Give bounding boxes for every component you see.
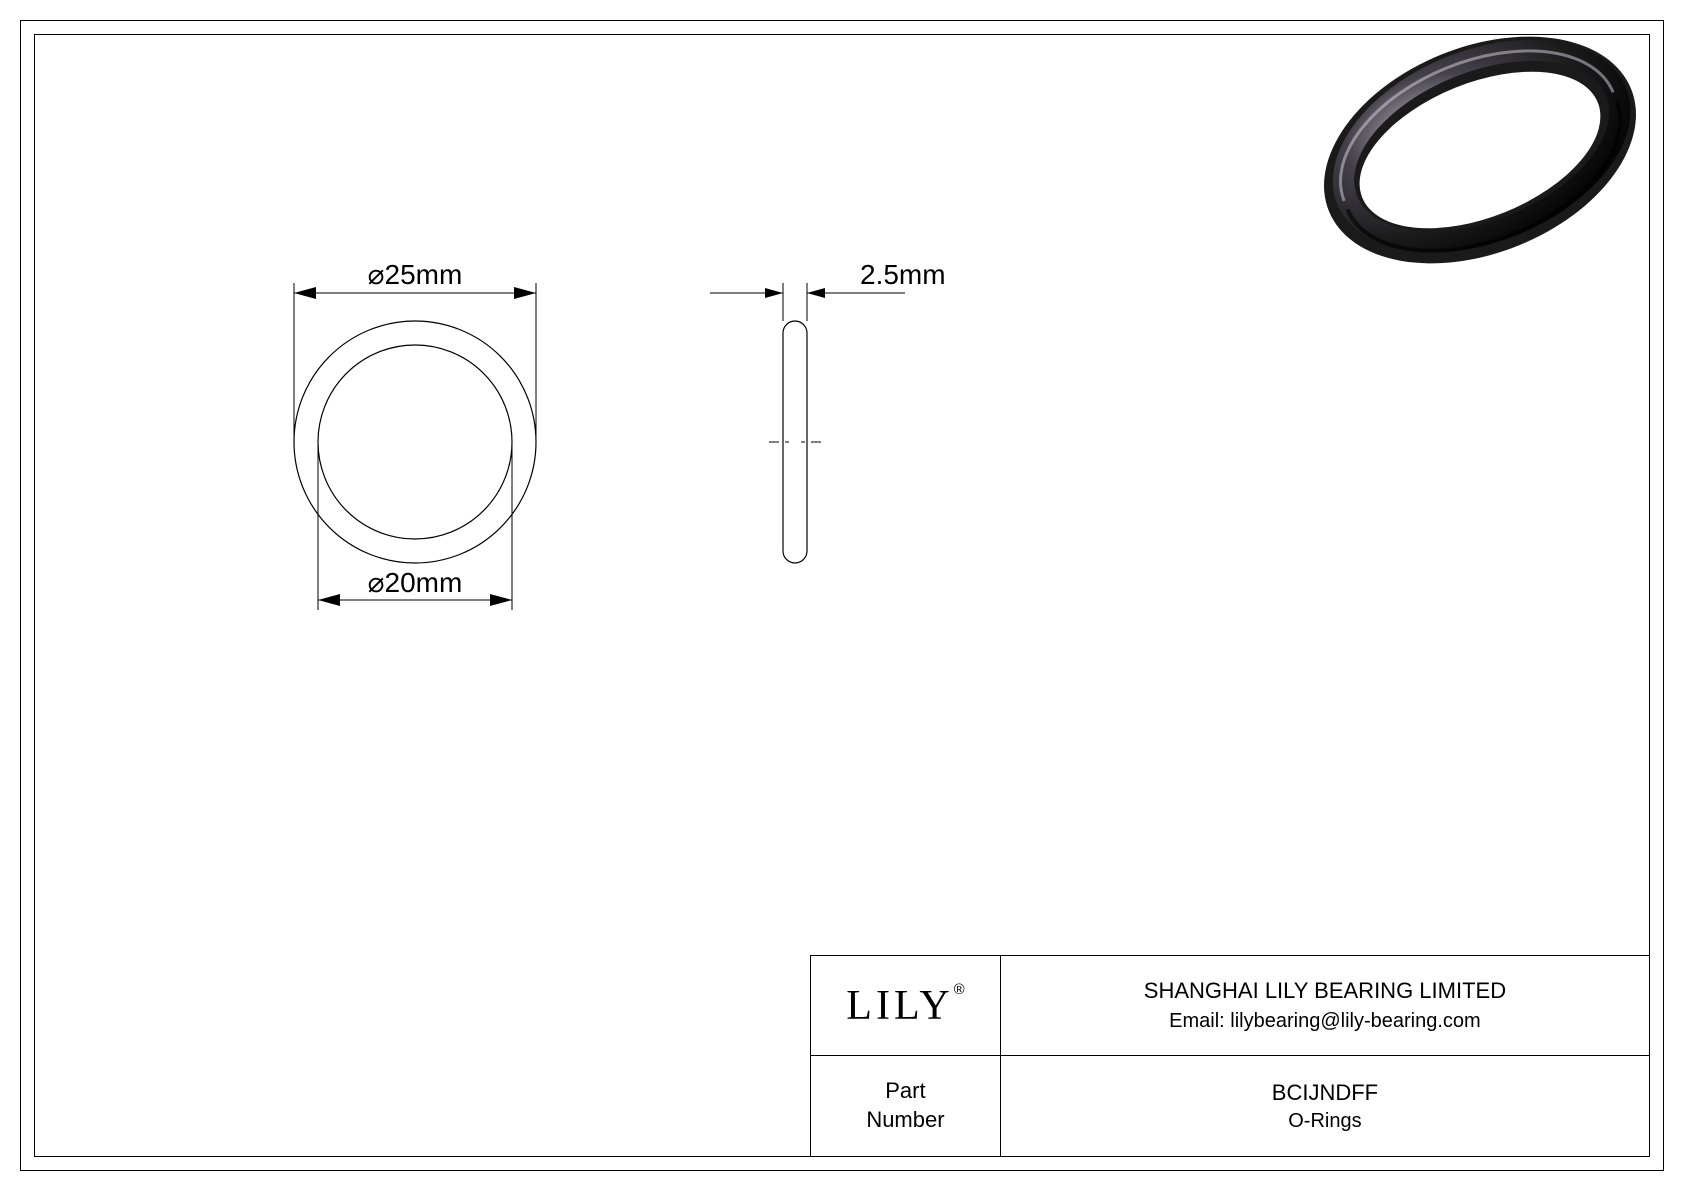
company-logo-text: LILY bbox=[846, 983, 953, 1029]
company-email: Email: lilybearing@lily-bearing.com bbox=[1002, 1010, 1648, 1033]
title-block: LILY® SHANGHAI LILY BEARING LIMITED Emai… bbox=[810, 955, 1650, 1157]
registered-trademark-icon: ® bbox=[954, 982, 965, 998]
title-block-part-number-label-cell: Part Number bbox=[811, 1056, 1001, 1157]
title-block-part-number-cell: BCIJNDFF O-Rings bbox=[1000, 1056, 1649, 1157]
company-name: SHANGHAI LILY BEARING LIMITED bbox=[1002, 978, 1648, 1004]
title-block-logo-cell: LILY® bbox=[811, 956, 1001, 1056]
part-number-value: BCIJNDFF bbox=[1002, 1080, 1648, 1106]
title-block-company-cell: SHANGHAI LILY BEARING LIMITED Email: lil… bbox=[1000, 956, 1649, 1056]
part-description: O-Rings bbox=[1002, 1110, 1648, 1133]
part-number-label-line1: Part bbox=[812, 1077, 999, 1106]
part-number-label-line2: Number bbox=[812, 1106, 999, 1135]
